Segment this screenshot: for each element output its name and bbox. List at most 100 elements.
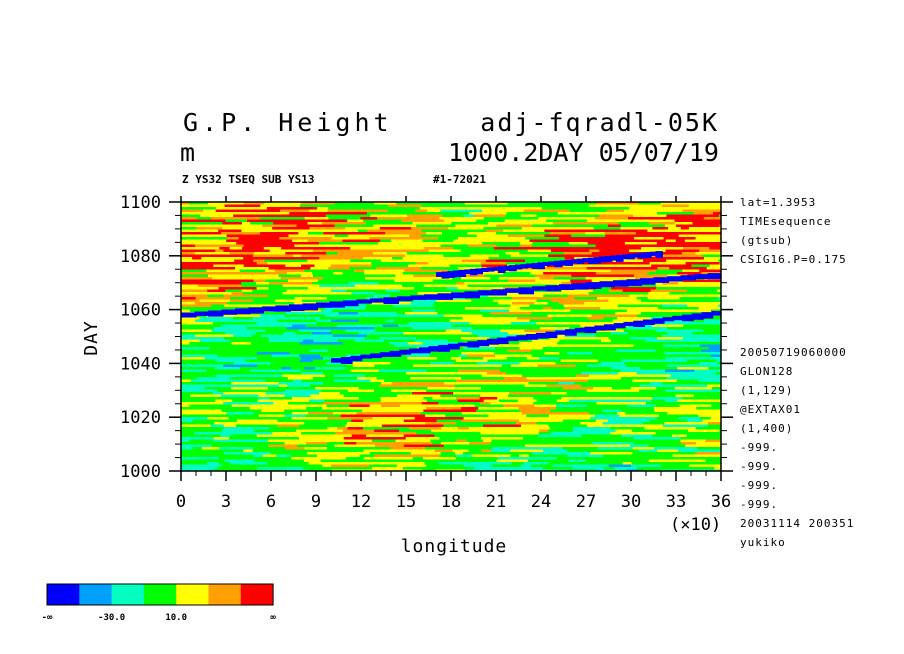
heatmap-band-segment <box>475 268 483 275</box>
heatmap-cell <box>613 447 634 450</box>
heatmap-cell <box>718 304 721 308</box>
heatmap-cell <box>235 449 244 453</box>
heatmap-cell <box>455 284 469 288</box>
heatmap-cell <box>231 349 270 353</box>
heatmap-cell <box>548 324 581 328</box>
heatmap-cell <box>641 299 673 303</box>
heatmap-cell <box>209 347 255 350</box>
heatmap-cell <box>327 294 342 298</box>
heatmap-cell <box>181 349 196 353</box>
heatmap-cell <box>240 279 255 283</box>
heatmap-cell <box>556 244 597 248</box>
heatmap-cell <box>641 312 650 315</box>
heatmap-cell <box>575 447 599 450</box>
heatmap-band-segment <box>649 251 658 256</box>
heatmap-cell <box>304 422 348 425</box>
heatmap-cell <box>181 287 220 290</box>
heatmap-cell <box>298 329 332 333</box>
heatmap-cell <box>230 434 258 438</box>
heatmap-cell <box>693 422 709 425</box>
heatmap-cell <box>181 329 212 333</box>
heatmap-cell <box>595 419 609 423</box>
heatmap-cell <box>480 432 516 435</box>
heatmap-cell <box>672 467 694 470</box>
heatmap-cell <box>372 287 415 290</box>
heatmap-cell <box>250 424 268 428</box>
heatmap-cell <box>374 202 397 205</box>
heatmap-cell <box>261 409 285 413</box>
heatmap-cell <box>181 212 203 215</box>
heatmap-cell <box>531 354 570 358</box>
heatmap-cell <box>181 234 212 238</box>
heatmap-cell <box>667 264 693 268</box>
heatmap-cell <box>238 237 280 240</box>
heatmap-cell <box>550 232 586 235</box>
heatmap-cell <box>507 332 548 335</box>
heatmap-cell <box>587 207 599 210</box>
heatmap-cell <box>258 414 286 418</box>
heatmap-cell <box>222 397 259 400</box>
heatmap-cell <box>590 394 618 398</box>
heatmap-cell <box>289 352 314 355</box>
heatmap-cell <box>699 232 721 235</box>
heatmap-cell <box>484 254 500 258</box>
heatmap-cell <box>474 214 506 218</box>
heatmap-cell <box>610 389 625 393</box>
heatmap-cell <box>610 229 648 233</box>
heatmap-cell <box>423 284 457 288</box>
heatmap-cell <box>319 449 365 453</box>
heatmap-cell <box>714 202 721 205</box>
heatmap-cell <box>469 442 491 445</box>
heatmap-cell <box>493 247 516 250</box>
heatmap-cell <box>189 439 214 443</box>
heatmap-cell <box>286 312 328 315</box>
heatmap-cell <box>328 267 351 270</box>
heatmap-cell <box>353 209 389 213</box>
heatmap-band-segment <box>447 271 455 278</box>
heatmap-cell <box>440 442 470 445</box>
heatmap-cell <box>304 447 328 450</box>
heatmap-cell <box>227 327 248 330</box>
heatmap-cell <box>292 379 303 383</box>
heatmap-cell <box>319 284 356 288</box>
heatmap-cell <box>391 382 401 385</box>
heatmap-cell <box>225 289 243 293</box>
heatmap-cell <box>527 249 552 253</box>
heatmap-cell <box>652 324 684 328</box>
heatmap-band-segment <box>593 257 602 264</box>
heatmap-cell <box>330 337 366 340</box>
heatmap-cell <box>365 307 412 310</box>
heatmap-cell <box>397 412 422 415</box>
heatmap-cell <box>704 377 721 380</box>
heatmap-cell <box>447 417 465 420</box>
heatmap-cell <box>556 407 566 410</box>
heatmap-cell <box>420 412 463 415</box>
heatmap-cell <box>343 269 355 273</box>
heatmap-cell <box>291 457 313 460</box>
heatmap-cell <box>301 274 314 278</box>
heatmap-cell <box>646 402 692 405</box>
side-info-line: CSIG16.P=0.175 <box>740 253 847 266</box>
heatmap-cell <box>593 432 611 435</box>
heatmap-cell <box>586 382 608 385</box>
heatmap-cell <box>608 392 648 395</box>
heatmap-cell <box>450 252 469 255</box>
heatmap-cell <box>231 292 244 295</box>
heatmap-cell <box>582 464 610 468</box>
heatmap-cell <box>581 434 622 438</box>
heatmap-cell <box>687 289 702 293</box>
heatmap-cell <box>465 404 476 408</box>
heatmap-cell <box>647 272 678 275</box>
heatmap-cell <box>467 244 497 248</box>
heatmap-cell <box>438 237 459 240</box>
heatmap-cell <box>586 254 621 258</box>
heatmap-cell <box>691 342 721 345</box>
heatmap-cell <box>337 339 355 343</box>
heatmap-cell <box>323 277 366 280</box>
heatmap-cell <box>181 442 190 445</box>
heatmap-cell <box>346 362 392 365</box>
heatmap-cell <box>220 379 267 383</box>
heatmap-cell <box>423 449 436 453</box>
heatmap-cell <box>229 377 242 380</box>
heatmap-cell <box>501 364 512 368</box>
